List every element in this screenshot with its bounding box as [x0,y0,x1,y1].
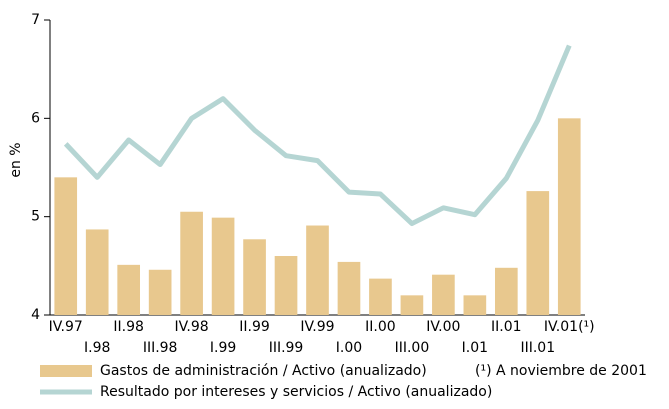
legend-swatch [40,365,92,377]
bar [337,261,361,315]
y-tick-label: 5 [31,209,40,225]
x-tick-label: I.01 [462,340,488,356]
bar [432,274,455,315]
x-tick-label: II.00 [365,319,396,335]
y-tick-label: 6 [31,110,40,126]
y-tick-label: 4 [31,307,40,323]
bar [274,256,298,315]
bar [85,229,109,315]
x-tick-label: IV.00 [426,319,460,335]
x-tick-label: II.99 [239,319,270,335]
x-tick-label: I.99 [210,340,236,356]
x-tick-label: III.98 [143,340,178,356]
bar [148,269,172,315]
x-tick-label: IV.01(¹) [544,319,595,335]
x-tick-label: II.98 [113,319,144,335]
bar [369,278,392,315]
y-tick-label: 7 [31,12,40,28]
line [63,44,572,227]
note: (¹) A noviembre de 2001 [475,363,647,379]
bar [243,239,266,315]
bar [180,211,203,315]
bar [557,118,581,315]
x-tick-label: IV.97 [49,319,83,335]
bar [463,295,487,315]
bar [494,267,518,315]
bar [526,191,550,315]
x-tick-label: III.00 [395,340,430,356]
x-tick-label: I.00 [336,340,362,356]
bar [211,217,235,315]
x-tick-label: IV.98 [175,319,209,335]
x-tick-label: IV.99 [300,319,334,335]
bar [117,264,141,315]
bar [54,177,78,315]
legend-label: Gastos de administración / Activo (anual… [100,363,427,379]
x-tick-label: II.01 [491,319,522,335]
bar [306,225,329,315]
legend-label: Resultado por intereses y servicios / Ac… [100,384,492,400]
bar [400,295,424,315]
x-tick-label: III.01 [520,340,555,356]
x-tick-label: I.98 [84,340,110,356]
y-axis-label: en % [8,142,24,177]
x-tick-label: III.99 [269,340,304,356]
